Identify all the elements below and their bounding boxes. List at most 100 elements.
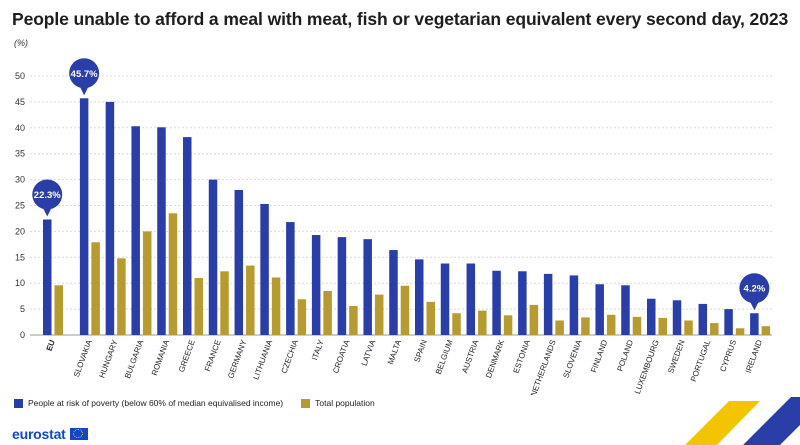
bar-poverty-cyprus (724, 309, 733, 335)
bar-poverty-sweden (672, 300, 682, 335)
bar-total-belgium (452, 313, 461, 335)
bar-poverty-croatia (337, 237, 347, 335)
bar-total-romania (168, 213, 178, 335)
bar-total-luxembourg (658, 317, 667, 335)
corner-decoration (685, 397, 800, 445)
bar-total-malta (400, 285, 410, 335)
corner-yellow-shape (685, 401, 760, 445)
bar-poverty-slovenia (569, 275, 579, 335)
y-tick-label: 15 (15, 252, 25, 262)
bar-total-hungary (117, 258, 126, 335)
x-tick-label: FINLAND (589, 338, 609, 373)
bar-poverty-poland (621, 285, 630, 335)
bar-poverty-czechia (286, 222, 295, 335)
bar-poverty-luxembourg (647, 298, 656, 335)
x-tick-label: NETHERLANDS (529, 339, 558, 395)
y-tick-label: 45 (15, 97, 25, 107)
x-tick-label: POLAND (615, 338, 635, 372)
y-tick-label: 25 (15, 201, 25, 211)
x-tick-label: AUSTRIA (460, 338, 481, 374)
bar-total-lithuania (271, 277, 281, 335)
y-tick-label: 10 (15, 278, 25, 288)
bar-total-greece (194, 278, 203, 335)
bar-total-austria (478, 310, 487, 335)
x-tick-label: PORTUGAL (689, 338, 713, 383)
bar-poverty-spain (415, 259, 424, 335)
bar-poverty-eu (43, 219, 52, 335)
bar-poverty-romania (157, 127, 166, 335)
x-tick-label: ROMANIA (150, 338, 171, 377)
x-tick-label: CROATIA (331, 338, 352, 375)
y-tick-label: 20 (15, 226, 25, 236)
bar-poverty-belgium (440, 263, 450, 335)
unit-label: (%) (14, 38, 28, 48)
x-tick-label: IRELAND (744, 338, 764, 374)
legend-label-poverty: People at risk of poverty (below 60% of … (28, 398, 284, 408)
bar-poverty-austria (466, 263, 476, 335)
logo-text: eurostat (12, 426, 66, 442)
bar-poverty-denmark (492, 270, 501, 335)
x-tick-label: ESTONIA (512, 338, 533, 375)
bar-total-cyprus (735, 328, 745, 335)
bar-total-ireland (761, 326, 771, 335)
bar-total-poland (632, 316, 642, 335)
x-tick-label: SWEDEN (666, 338, 687, 374)
bar-poverty-malta (389, 250, 398, 335)
bar-poverty-netherlands (543, 273, 553, 335)
x-tick-label: SLOVAKIA (72, 338, 94, 378)
x-tick-label: DENMARK (484, 338, 506, 379)
eurostat-logo: eurostat (12, 426, 88, 442)
y-tick-label: 50 (15, 71, 25, 81)
bar-poverty-finland (595, 284, 604, 335)
legend-swatch-total (301, 398, 311, 408)
bar-poverty-slovakia (79, 98, 89, 335)
top-band (0, 0, 800, 5)
chart-title: People unable to afford a meal with meat… (12, 9, 789, 29)
bar-total-denmark (503, 315, 513, 335)
x-tick-label: LUXEMBOURG (633, 339, 661, 395)
x-tick-label: CYPRUS (718, 339, 738, 373)
callout-label: 22.3% (34, 190, 61, 201)
bar-total-spain (426, 301, 435, 335)
bar-chart: 0 5 10 15 20 25 30 35 40 45 50 EU SLOVAKIA HUNGARY BUL… (15, 58, 772, 395)
corner-blue-shape (743, 397, 800, 445)
x-tick-label: GERMANY (226, 338, 249, 380)
eu-flag-icon (69, 428, 88, 440)
x-tick-label: ITALY (310, 338, 326, 361)
x-tick-label: FRANCE (203, 339, 223, 373)
bar-total-italy (323, 290, 332, 335)
x-tick-label: BELGIUM (434, 338, 455, 375)
callout-bubble (32, 179, 63, 210)
y-tick-label: 0 (20, 330, 25, 340)
y-tick-label: 40 (15, 123, 25, 133)
bar-poverty-portugal (698, 303, 708, 335)
legend: People at risk of poverty (below 60% of … (14, 398, 393, 408)
bar-total-portugal (710, 323, 719, 335)
bar-poverty-lithuania (260, 203, 269, 335)
bar-poverty-italy (311, 235, 321, 335)
y-tick-label: 30 (15, 175, 25, 185)
x-tick-label: EU (45, 338, 57, 352)
callout-label: 45.7% (71, 69, 98, 80)
bar-total-finland (606, 314, 616, 335)
x-tick-label: HUNGARY (97, 338, 119, 379)
legend-item-total: Total population (301, 398, 375, 408)
x-tick-label: LITHUANIA (251, 338, 274, 381)
y-tick-label: 5 (20, 304, 25, 314)
bar-poverty-greece (183, 137, 192, 335)
bar-total-latvia (374, 294, 384, 335)
bar-poverty-germany (234, 189, 244, 335)
bar-total-croatia (349, 305, 358, 335)
legend-label-total: Total population (315, 398, 375, 408)
callout-bubble (69, 58, 100, 89)
bar-poverty-estonia (518, 271, 527, 335)
callout-bubble (739, 273, 770, 304)
bar-total-germany (246, 265, 255, 335)
x-tick-label: BULGARIA (123, 338, 146, 380)
bar-total-bulgaria (142, 231, 152, 335)
y-tick-label: 35 (15, 149, 25, 159)
bar-total-sweden (684, 320, 693, 335)
bar-total-france (220, 271, 229, 335)
bar-total-eu (54, 285, 63, 335)
bar-total-slovakia (91, 242, 100, 335)
